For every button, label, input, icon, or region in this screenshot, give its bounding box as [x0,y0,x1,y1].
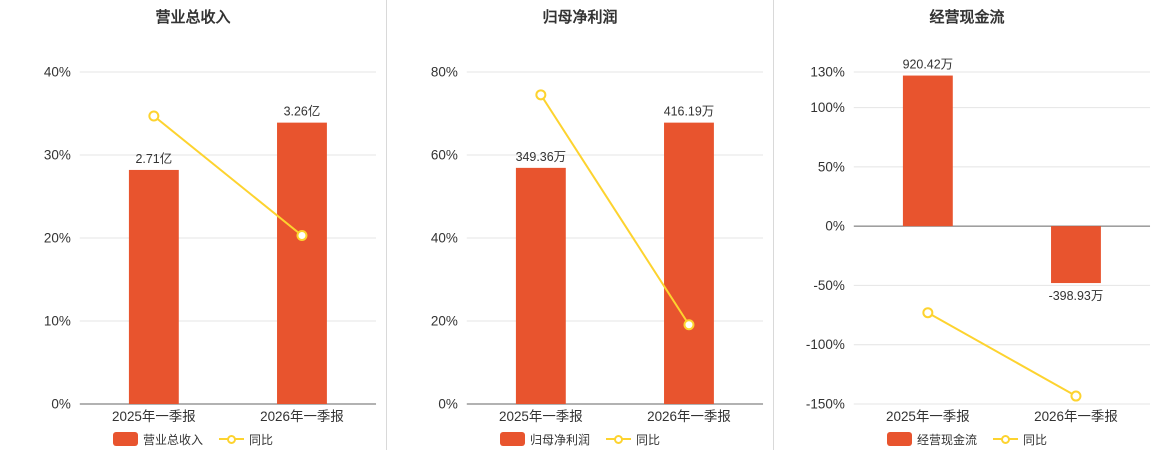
bar-value-label: 920.42万 [903,58,954,72]
chart-title: 经营现金流 [929,9,1005,26]
chart-title: 归母净利润 [542,9,618,26]
bar-value-label: 416.19万 [664,105,715,119]
bar-value-label: 3.26亿 [284,104,321,119]
bar-swatch-icon [886,432,912,446]
legend-item-line-series[interactable]: 同比 [219,431,273,448]
bar[interactable] [128,169,179,404]
chart-title: 营业总收入 [155,9,231,26]
y-tick-label: -50% [813,278,844,293]
line-marker[interactable] [683,319,695,331]
trend-line [540,94,690,326]
bar-swatch-icon [499,432,525,446]
y-tick-label: 20% [44,230,71,245]
chart-legend: 归母净利润 同比 [387,428,773,450]
x-category-label: 2025年一季报 [499,409,583,424]
legend-label: 归母净利润 [529,432,590,447]
bar-swatch-icon [112,432,138,446]
legend-label: 同比 [636,432,661,447]
x-category-label: 2025年一季报 [112,409,196,424]
line-swatch-icon [606,432,631,446]
y-tick-label: 60% [431,147,458,162]
bar-value-label: 2.71亿 [136,151,173,166]
y-tick-label: 0% [438,396,457,411]
legend-item-line-series[interactable]: 同比 [606,431,660,448]
line-marker[interactable] [296,230,308,242]
legend-label: 同比 [249,432,274,447]
chart-plot-operating-cash-flow: 130% 100% 50% 0% -50% -100% -150% 2025年一季报 2026年… [806,58,1151,424]
y-tick-label: 0% [51,396,70,411]
bar[interactable] [515,167,566,404]
legend-label: 营业总收入 [142,432,203,447]
x-category-label: 2025年一季报 [886,409,970,424]
x-category-label: 2026年一季报 [1034,409,1118,424]
x-category-label: 2026年一季报 [260,409,344,424]
legend-item-bar-series[interactable]: 营业总收入 [112,431,203,448]
line-swatch-icon [219,432,244,446]
y-tick-label: 0% [825,219,844,234]
chart-plot-operating-revenue: 0% 10% 20% 30% 40% 2025年一季报 2026年一季报 2.71亿 3.26亿 [44,64,377,424]
y-tick-label: 130% [810,64,844,79]
y-tick-label: 20% [431,313,458,328]
legend-item-line-series[interactable]: 同比 [993,431,1047,448]
bar-value-label: 349.36万 [516,150,567,164]
y-tick-label: 10% [44,313,71,328]
line-marker[interactable] [535,89,547,101]
legend-item-bar-series[interactable]: 归母净利润 [499,431,590,448]
bar-value-label: -398.93万 [1049,289,1104,303]
bar[interactable] [1051,226,1101,284]
trend-line [153,115,303,237]
y-tick-label: 40% [431,230,458,245]
line-marker[interactable] [148,110,160,122]
bar[interactable] [664,122,714,404]
legend-label: 同比 [1023,432,1048,447]
bar[interactable] [902,75,953,227]
y-tick-label: 100% [810,100,844,115]
y-tick-label: 50% [818,159,845,174]
trend-line [927,311,1077,397]
chart-legend: 营业总收入 同比 [0,428,386,450]
line-swatch-icon [993,432,1018,446]
chart-panel-operating-revenue: 营业总收入 0% 10% 20% 30% 40% 2025年一季报 2026年一季报 2.71… [0,0,386,450]
chart-panel-operating-cash-flow: 经营现金流 130% 100% 50% 0% -50% -100% -150% 2025年一季… [773,0,1160,450]
chart-plot-net-profit: 0% 20% 40% 60% 80% 2025年一季报 2026年一季报 349.36万 416… [431,64,764,424]
y-tick-label: 40% [44,64,71,79]
line-marker[interactable] [922,307,934,319]
y-tick-label: -100% [806,337,845,352]
legend-item-bar-series[interactable]: 经营现金流 [886,431,977,448]
x-category-label: 2026年一季报 [647,409,731,424]
y-tick-label: 80% [431,64,458,79]
legend-label: 经营现金流 [916,432,977,447]
y-tick-label: -150% [806,396,845,411]
chart-panel-net-profit: 归母净利润 0% 20% 40% 60% 80% 2025年一季报 2026年一季报 349.… [386,0,773,450]
bar[interactable] [277,122,327,404]
chart-legend: 经营现金流 同比 [774,428,1160,450]
line-marker[interactable] [1070,390,1082,402]
y-tick-label: 30% [44,147,71,162]
